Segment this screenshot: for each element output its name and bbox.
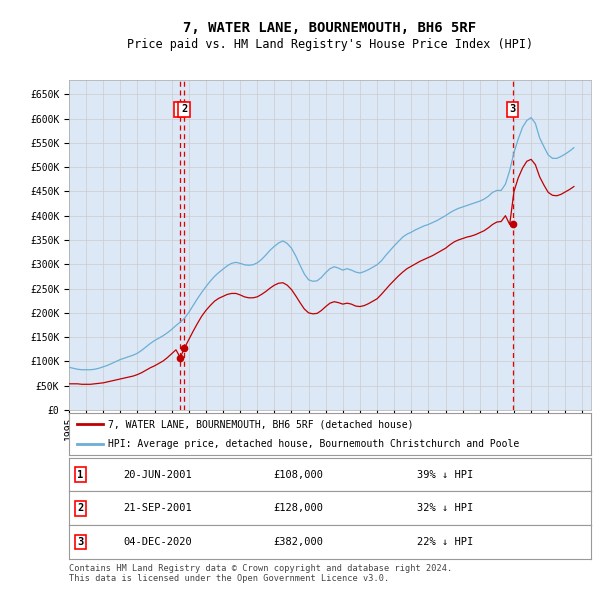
Text: £382,000: £382,000 — [274, 537, 323, 547]
Text: 7, WATER LANE, BOURNEMOUTH, BH6 5RF (detached house): 7, WATER LANE, BOURNEMOUTH, BH6 5RF (det… — [108, 419, 413, 430]
Text: Price paid vs. HM Land Registry's House Price Index (HPI): Price paid vs. HM Land Registry's House … — [127, 38, 533, 51]
Text: 32% ↓ HPI: 32% ↓ HPI — [417, 503, 473, 513]
Text: £128,000: £128,000 — [274, 503, 323, 513]
Text: 22% ↓ HPI: 22% ↓ HPI — [417, 537, 473, 547]
Text: Contains HM Land Registry data © Crown copyright and database right 2024.
This d: Contains HM Land Registry data © Crown c… — [69, 564, 452, 583]
Text: 1: 1 — [77, 470, 83, 480]
Text: 7, WATER LANE, BOURNEMOUTH, BH6 5RF: 7, WATER LANE, BOURNEMOUTH, BH6 5RF — [184, 21, 476, 35]
Text: HPI: Average price, detached house, Bournemouth Christchurch and Poole: HPI: Average price, detached house, Bour… — [108, 439, 520, 449]
Text: £108,000: £108,000 — [274, 470, 323, 480]
Text: 04-DEC-2020: 04-DEC-2020 — [124, 537, 192, 547]
Text: 21-SEP-2001: 21-SEP-2001 — [124, 503, 192, 513]
Text: 39% ↓ HPI: 39% ↓ HPI — [417, 470, 473, 480]
Text: 2: 2 — [181, 104, 187, 114]
Text: 1: 1 — [176, 104, 183, 114]
Text: 2: 2 — [77, 503, 83, 513]
Text: 3: 3 — [509, 104, 516, 114]
Text: 3: 3 — [77, 537, 83, 547]
Text: 20-JUN-2001: 20-JUN-2001 — [124, 470, 192, 480]
